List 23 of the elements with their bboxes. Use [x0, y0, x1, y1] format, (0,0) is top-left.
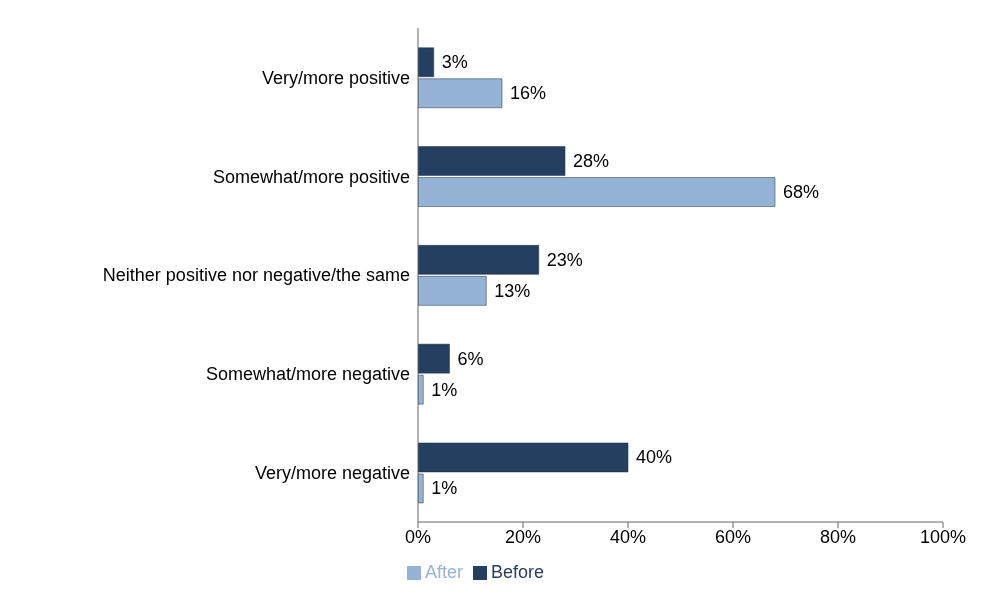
y-tick-label: Somewhat/more negative: [205, 364, 410, 385]
y-tick-label: Somewhat/more positive: [212, 166, 410, 187]
data-label: 1%: [431, 379, 458, 400]
legend-label: Before: [490, 562, 545, 582]
x-tick-label: 60%: [714, 526, 752, 547]
y-tick-label: Very/more negative: [254, 462, 410, 483]
y-tick-label: Very/more positive: [261, 67, 410, 88]
x-tick-label: 80%: [819, 526, 857, 547]
x-tick-label: 100%: [919, 526, 967, 547]
data-label: 23%: [546, 249, 583, 270]
data-label: 6%: [457, 348, 484, 369]
data-label: 13%: [494, 280, 531, 301]
x-tick-label: 20%: [504, 526, 542, 547]
data-label: 28%: [573, 151, 610, 172]
y-tick-label: Neither positive nor negative/the same: [102, 265, 410, 286]
x-tick-label: 40%: [609, 526, 647, 547]
data-label: 1%: [431, 478, 458, 499]
data-label: 3%: [441, 52, 468, 73]
data-label: 16%: [510, 83, 547, 104]
data-label: 40%: [636, 447, 673, 468]
x-tick-label: 0%: [404, 526, 432, 547]
data-label: 68%: [783, 182, 820, 203]
legend-label: After: [424, 562, 463, 582]
